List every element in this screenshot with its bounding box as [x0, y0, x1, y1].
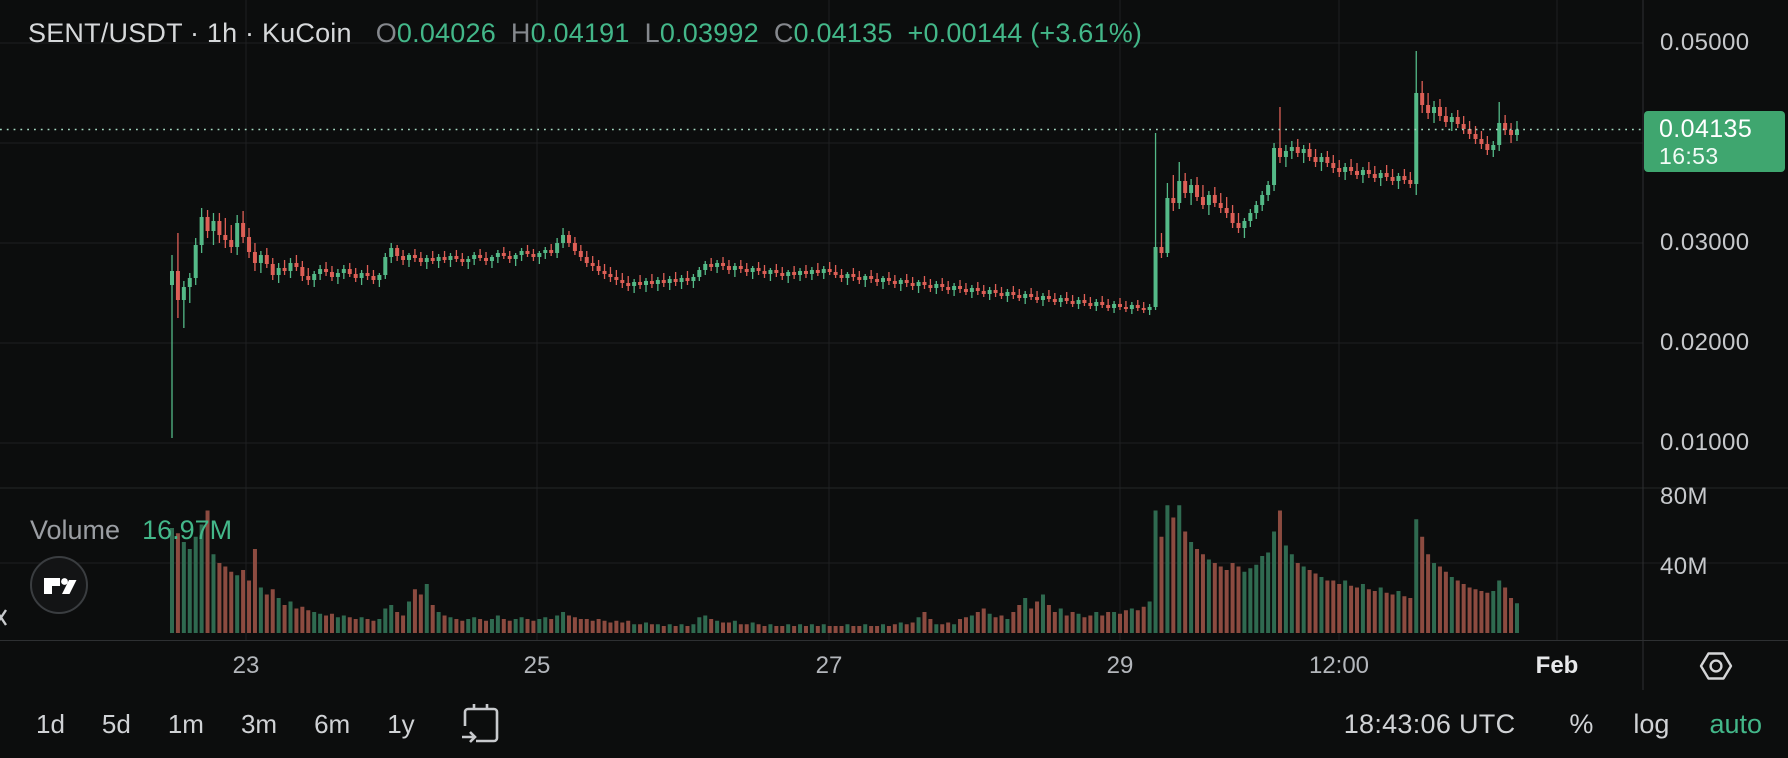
price-change: +0.00144 (+3.61%): [907, 17, 1143, 48]
price-tick-label: 0.05000: [1660, 29, 1750, 56]
volume-tick-label: 40M: [1660, 553, 1708, 580]
bottom-toolbar: 1d 5d 1m 3m 6m 1y 18:43:06 UTC % log auto: [0, 690, 1788, 758]
tradingview-logo[interactable]: [29, 555, 89, 615]
percent-scale-button[interactable]: %: [1569, 708, 1594, 739]
time-tick-label: 27: [815, 651, 843, 679]
ohlc-segment: H0.04191: [510, 17, 630, 48]
price-tick-label: 0.02000: [1660, 329, 1750, 356]
auto-scale-button[interactable]: auto: [1709, 708, 1762, 739]
badge-price: 0.04135: [1659, 114, 1753, 143]
current-price-badge: 0.04135 16:53: [1644, 111, 1785, 172]
symbol-title: SENT/USDT · 1h · KuCoin: [28, 17, 352, 48]
date-range-buttons: 1d 5d 1m 3m 6m 1y: [36, 690, 504, 758]
range-button-6m[interactable]: 6m: [314, 708, 351, 739]
logo-glyph-dot: [61, 578, 68, 585]
range-button-1d[interactable]: 1d: [36, 708, 65, 739]
scale-settings-gear-icon[interactable]: [1698, 650, 1734, 682]
volume-tick-label: 80M: [1660, 483, 1708, 510]
time-tick-label: 29: [1106, 651, 1134, 679]
go-to-date-calendar-icon[interactable]: [460, 701, 504, 747]
price-axis[interactable]: 0.05000 0.03000 0.02000 0.01000 80M 40M: [1643, 0, 1788, 640]
volume-study-row: Volume 16.97M: [30, 515, 232, 546]
time-tick-label: 23: [232, 651, 260, 679]
time-axis[interactable]: 23 25 27 29 12:00 Feb: [0, 641, 1643, 690]
logo-glyph-7: [62, 580, 77, 594]
ohlc-values: O0.04026 H0.04191 L0.03992 C0.04135: [376, 18, 908, 49]
price-tick-label: 0.01000: [1660, 429, 1750, 456]
axis-borders: [0, 0, 1788, 690]
range-button-1m[interactable]: 1m: [167, 708, 204, 739]
price-tick-label: 0.03000: [1660, 229, 1750, 256]
time-tick-label: 12:00: [1308, 651, 1370, 679]
collapsed-toolbar-handle[interactable]: [0, 608, 10, 628]
ohlc-segment: L0.03992: [644, 17, 759, 48]
range-button-5d[interactable]: 5d: [101, 708, 131, 739]
grid-lines: [0, 0, 1788, 641]
volume-series: [170, 505, 1519, 633]
log-scale-button[interactable]: log: [1633, 708, 1670, 739]
ohlc-segment: O0.04026: [375, 17, 496, 48]
chart-legend: SENT/USDT · 1h · KuCoin O0.04026 H0.04191…: [28, 16, 1142, 50]
range-button-1y[interactable]: 1y: [387, 708, 415, 739]
candlestick-series: [170, 51, 1519, 438]
clock-utc[interactable]: 18:43:06 UTC: [1343, 708, 1516, 739]
range-button-3m[interactable]: 3m: [240, 708, 278, 739]
time-tick-label: Feb: [1535, 651, 1579, 679]
volume-value: 16.97M: [142, 515, 233, 545]
scale-tools: 18:43:06 UTC % log auto: [1344, 690, 1762, 758]
time-tick-label: 25: [523, 651, 551, 679]
logo-glyph-1: [44, 578, 60, 594]
ohlc-segment: C0.04135: [773, 17, 893, 48]
axis-corner: [1643, 641, 1788, 690]
chart-plot-area[interactable]: [0, 0, 1788, 690]
badge-time: 16:53: [1659, 142, 1719, 169]
volume-label: Volume: [30, 515, 121, 545]
